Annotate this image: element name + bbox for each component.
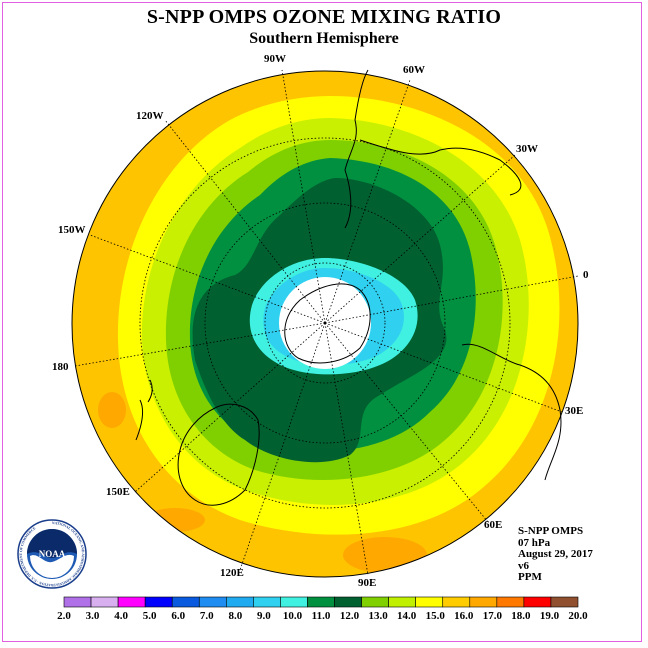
lon-label-90w: 90W [264, 53, 286, 65]
lon-label-30e: 30E [565, 405, 583, 417]
map-title: S-NPP OMPS OZONE MIXING RATIO [146, 6, 502, 28]
australia-coast [177, 403, 260, 506]
meridian [74, 322, 326, 367]
coastlines [135, 69, 562, 506]
meridian [281, 69, 326, 324]
lon-label-150e: 150E [106, 486, 130, 498]
meridian [239, 322, 326, 571]
meridian [324, 322, 563, 413]
field-orange-patch [98, 392, 126, 428]
latitude-circle [139, 137, 511, 509]
info-block: S-NPP OMPS 07 hPa August 29, 2017 v6 PPM [518, 525, 593, 584]
field-orange-patch [145, 508, 205, 532]
meridian [134, 322, 326, 493]
latitude-circle [204, 202, 446, 444]
lon-label-150w: 150W [58, 224, 86, 236]
lon-label-90e: 90E [358, 577, 376, 589]
noaa-logo: NOAA NATIONAL OCEANIC AND ATMOSPHERIC AD… [16, 518, 88, 590]
map-subtitle: Southern Hemisphere [249, 30, 399, 47]
lon-label-30w: 30W [516, 143, 538, 155]
lon-label-120e: 120E [220, 567, 244, 579]
lon-label-180: 180 [52, 361, 69, 373]
meridian [324, 275, 579, 324]
south-america-coast [344, 69, 522, 229]
info-instrument: S-NPP OMPS [518, 525, 584, 537]
meridian [324, 79, 411, 324]
latitude-circle [264, 262, 386, 384]
africa-coast [461, 343, 562, 481]
antarctica-coast [284, 283, 371, 364]
ozone-field [72, 71, 578, 577]
info-date: August 29, 2017 [518, 548, 593, 561]
graticule [74, 69, 579, 576]
noaa-logo-text: NOAA [39, 549, 66, 559]
longitude-labels: 90W 60W 120W 30W 150W 0 180 30E 150E 60E… [52, 53, 589, 589]
meridian [324, 322, 369, 576]
field-orange-patch [343, 537, 427, 573]
map-boundary [71, 70, 579, 578]
pole-marker [323, 321, 327, 325]
info-version: v6 [518, 559, 529, 572]
info-units: PPM [518, 571, 542, 584]
lon-label-60e: 60E [484, 519, 502, 531]
lon-label-0: 0 [583, 269, 589, 281]
figure-frame [2, 2, 642, 642]
meridian [324, 154, 516, 324]
meridian [324, 322, 489, 523]
meridian [164, 119, 326, 324]
lon-label-60w: 60W [403, 64, 425, 76]
new-zealand-coast [135, 379, 153, 441]
info-level: 07 hPa [518, 536, 551, 549]
lon-label-120w: 120W [136, 110, 164, 122]
